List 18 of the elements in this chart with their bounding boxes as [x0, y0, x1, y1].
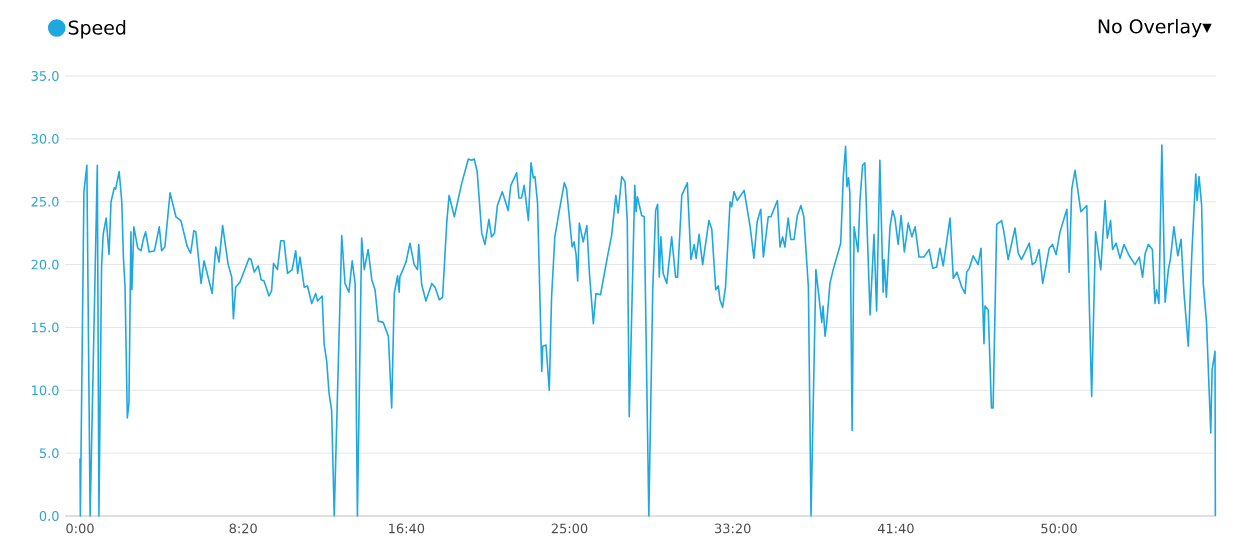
y-tick-label: 30.0: [31, 133, 59, 144]
x-tick-label: 0:00: [66, 523, 94, 534]
x-tick-label: 8:20: [229, 523, 257, 534]
x-tick-label: 41:40: [877, 523, 914, 534]
text: No Overlay▾: [1098, 18, 1212, 38]
legend-label: Speed: [68, 20, 126, 39]
y-tick-label: 35.0: [31, 71, 59, 81]
y-tick-label: 0.0: [39, 511, 59, 521]
x-tick-label: 16:40: [389, 523, 425, 534]
x-tick-label: 50:00: [1041, 523, 1077, 534]
x-tick-label: 33:20: [715, 523, 751, 534]
line-series: [79, 144, 1217, 517]
x-tick-label: 25:00: [551, 523, 588, 534]
y-tick-label: 5.0: [39, 448, 59, 459]
y-tick-label: 25.0: [31, 196, 59, 207]
y-tick-label: 15.0: [32, 322, 59, 333]
y-tick-label: 20.0: [31, 259, 59, 270]
y-tick-label: 10.0: [32, 385, 59, 396]
